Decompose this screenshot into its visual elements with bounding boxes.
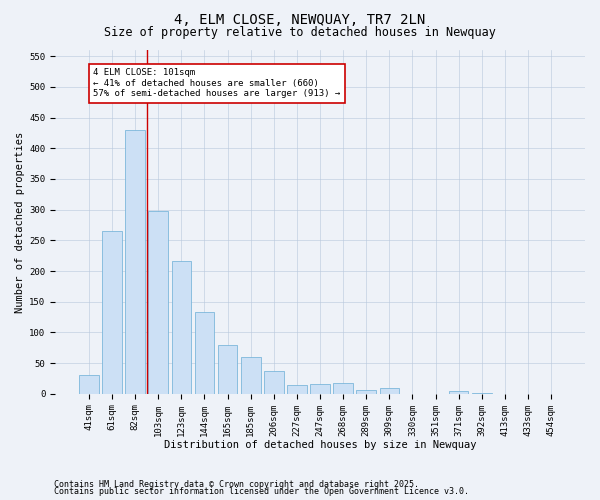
Bar: [102, 231, 122, 394]
Bar: [172, 260, 191, 394]
Bar: [218, 346, 238, 394]
Bar: [333, 384, 353, 394]
Text: 4 ELM CLOSE: 101sqm
← 41% of detached houses are smaller (660)
57% of semi-detac: 4 ELM CLOSE: 101sqm ← 41% of detached ho…: [93, 68, 340, 98]
Text: Contains HM Land Registry data © Crown copyright and database right 2025.: Contains HM Land Registry data © Crown c…: [54, 480, 419, 489]
Bar: [449, 392, 469, 394]
Bar: [79, 376, 99, 394]
Text: Size of property relative to detached houses in Newquay: Size of property relative to detached ho…: [104, 26, 496, 39]
Bar: [310, 384, 330, 394]
Bar: [287, 386, 307, 394]
Bar: [125, 130, 145, 394]
Y-axis label: Number of detached properties: Number of detached properties: [15, 132, 25, 312]
Bar: [264, 370, 284, 394]
Bar: [194, 312, 214, 394]
Bar: [380, 388, 399, 394]
X-axis label: Distribution of detached houses by size in Newquay: Distribution of detached houses by size …: [164, 440, 476, 450]
Text: 4, ELM CLOSE, NEWQUAY, TR7 2LN: 4, ELM CLOSE, NEWQUAY, TR7 2LN: [175, 12, 425, 26]
Bar: [472, 392, 491, 394]
Text: Contains public sector information licensed under the Open Government Licence v3: Contains public sector information licen…: [54, 488, 469, 496]
Bar: [356, 390, 376, 394]
Bar: [241, 357, 260, 394]
Bar: [148, 212, 168, 394]
